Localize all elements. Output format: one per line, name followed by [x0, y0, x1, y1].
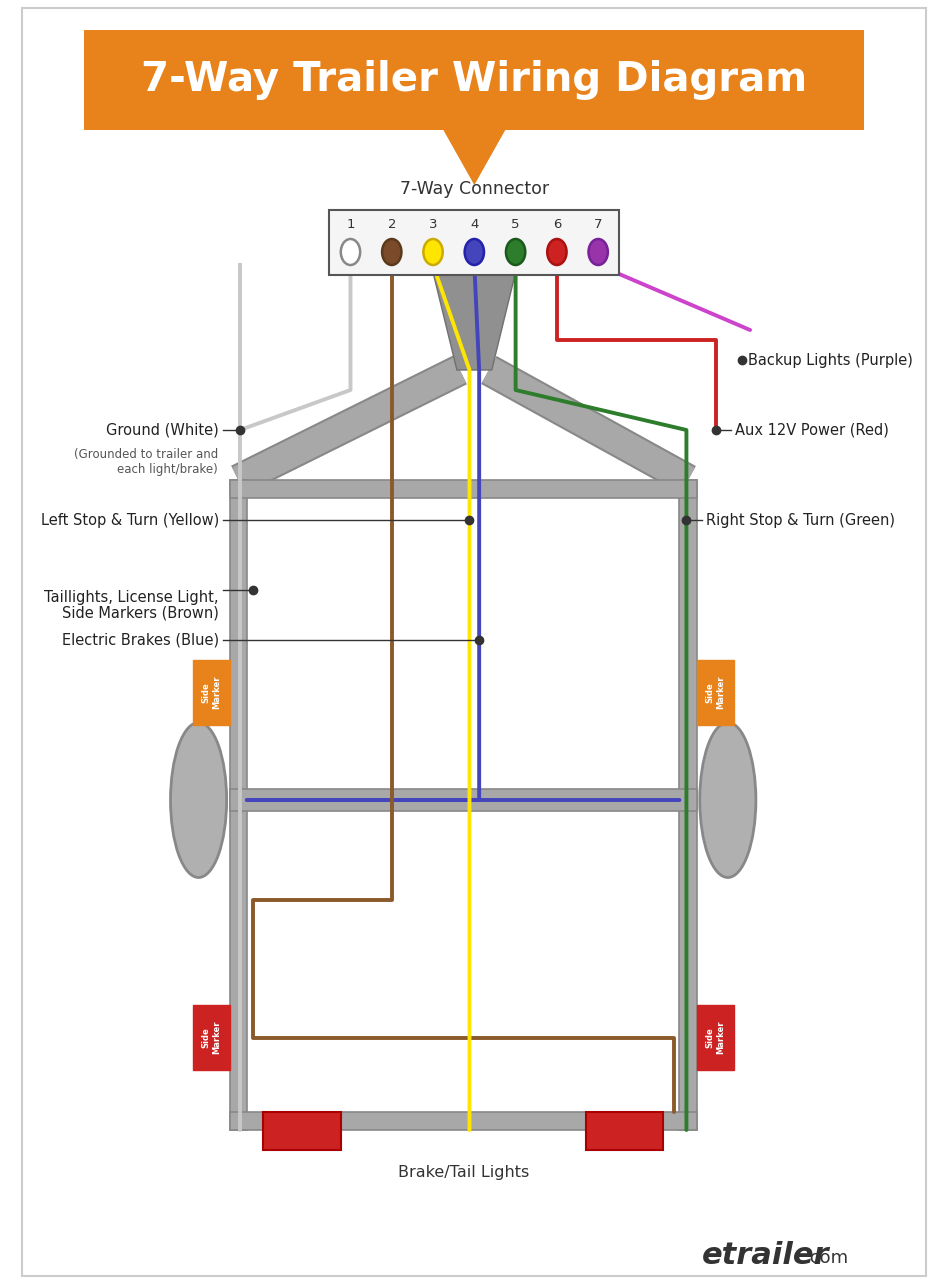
FancyBboxPatch shape: [230, 480, 247, 1130]
Text: Side
Marker: Side Marker: [201, 1021, 220, 1054]
FancyBboxPatch shape: [330, 211, 619, 275]
Text: 5: 5: [511, 217, 520, 231]
Polygon shape: [444, 130, 505, 185]
FancyBboxPatch shape: [697, 660, 733, 725]
Ellipse shape: [547, 239, 566, 265]
Text: Brake/Tail Lights: Brake/Tail Lights: [397, 1165, 529, 1180]
Text: etrailer: etrailer: [702, 1240, 829, 1270]
Text: 4: 4: [470, 217, 479, 231]
Text: Aux 12V Power (Red): Aux 12V Power (Red): [734, 422, 888, 438]
Text: 7-Way Trailer Wiring Diagram: 7-Way Trailer Wiring Diagram: [142, 60, 807, 100]
Text: Side Markers (Brown): Side Markers (Brown): [62, 606, 218, 621]
Text: Electric Brakes (Blue): Electric Brakes (Blue): [62, 633, 218, 647]
Text: 3: 3: [428, 217, 437, 231]
Text: 2: 2: [388, 217, 396, 231]
FancyBboxPatch shape: [193, 1005, 230, 1070]
Text: 1: 1: [346, 217, 354, 231]
Ellipse shape: [506, 239, 525, 265]
Text: Left Stop & Turn (Yellow): Left Stop & Turn (Yellow): [41, 512, 218, 528]
FancyBboxPatch shape: [585, 1112, 663, 1150]
Ellipse shape: [588, 239, 608, 265]
Ellipse shape: [424, 239, 443, 265]
Text: Side
Marker: Side Marker: [706, 1021, 725, 1054]
FancyBboxPatch shape: [697, 1005, 733, 1070]
Text: Taillights, License Light,: Taillights, License Light,: [45, 591, 218, 605]
Polygon shape: [434, 275, 515, 370]
FancyBboxPatch shape: [230, 788, 697, 811]
Text: Backup Lights (Purple): Backup Lights (Purple): [749, 353, 913, 367]
Text: 7: 7: [594, 217, 602, 231]
Text: .com: .com: [805, 1249, 848, 1267]
Ellipse shape: [170, 723, 227, 877]
FancyBboxPatch shape: [679, 480, 697, 1130]
Text: 6: 6: [553, 217, 561, 231]
FancyBboxPatch shape: [230, 480, 697, 498]
Text: Side
Marker: Side Marker: [706, 675, 725, 709]
FancyBboxPatch shape: [263, 1112, 341, 1150]
Ellipse shape: [382, 239, 402, 265]
FancyBboxPatch shape: [230, 1112, 697, 1130]
Ellipse shape: [465, 239, 484, 265]
Ellipse shape: [341, 239, 360, 265]
FancyBboxPatch shape: [85, 30, 864, 130]
Text: 7-Way Connector: 7-Way Connector: [400, 180, 549, 198]
FancyBboxPatch shape: [193, 660, 230, 725]
Text: (Grounded to trailer and
each light/brake): (Grounded to trailer and each light/brak…: [74, 448, 218, 476]
Text: Ground (White): Ground (White): [106, 422, 218, 438]
Ellipse shape: [700, 723, 756, 877]
Text: Right Stop & Turn (Green): Right Stop & Turn (Green): [706, 512, 895, 528]
Text: Side
Marker: Side Marker: [201, 675, 220, 709]
